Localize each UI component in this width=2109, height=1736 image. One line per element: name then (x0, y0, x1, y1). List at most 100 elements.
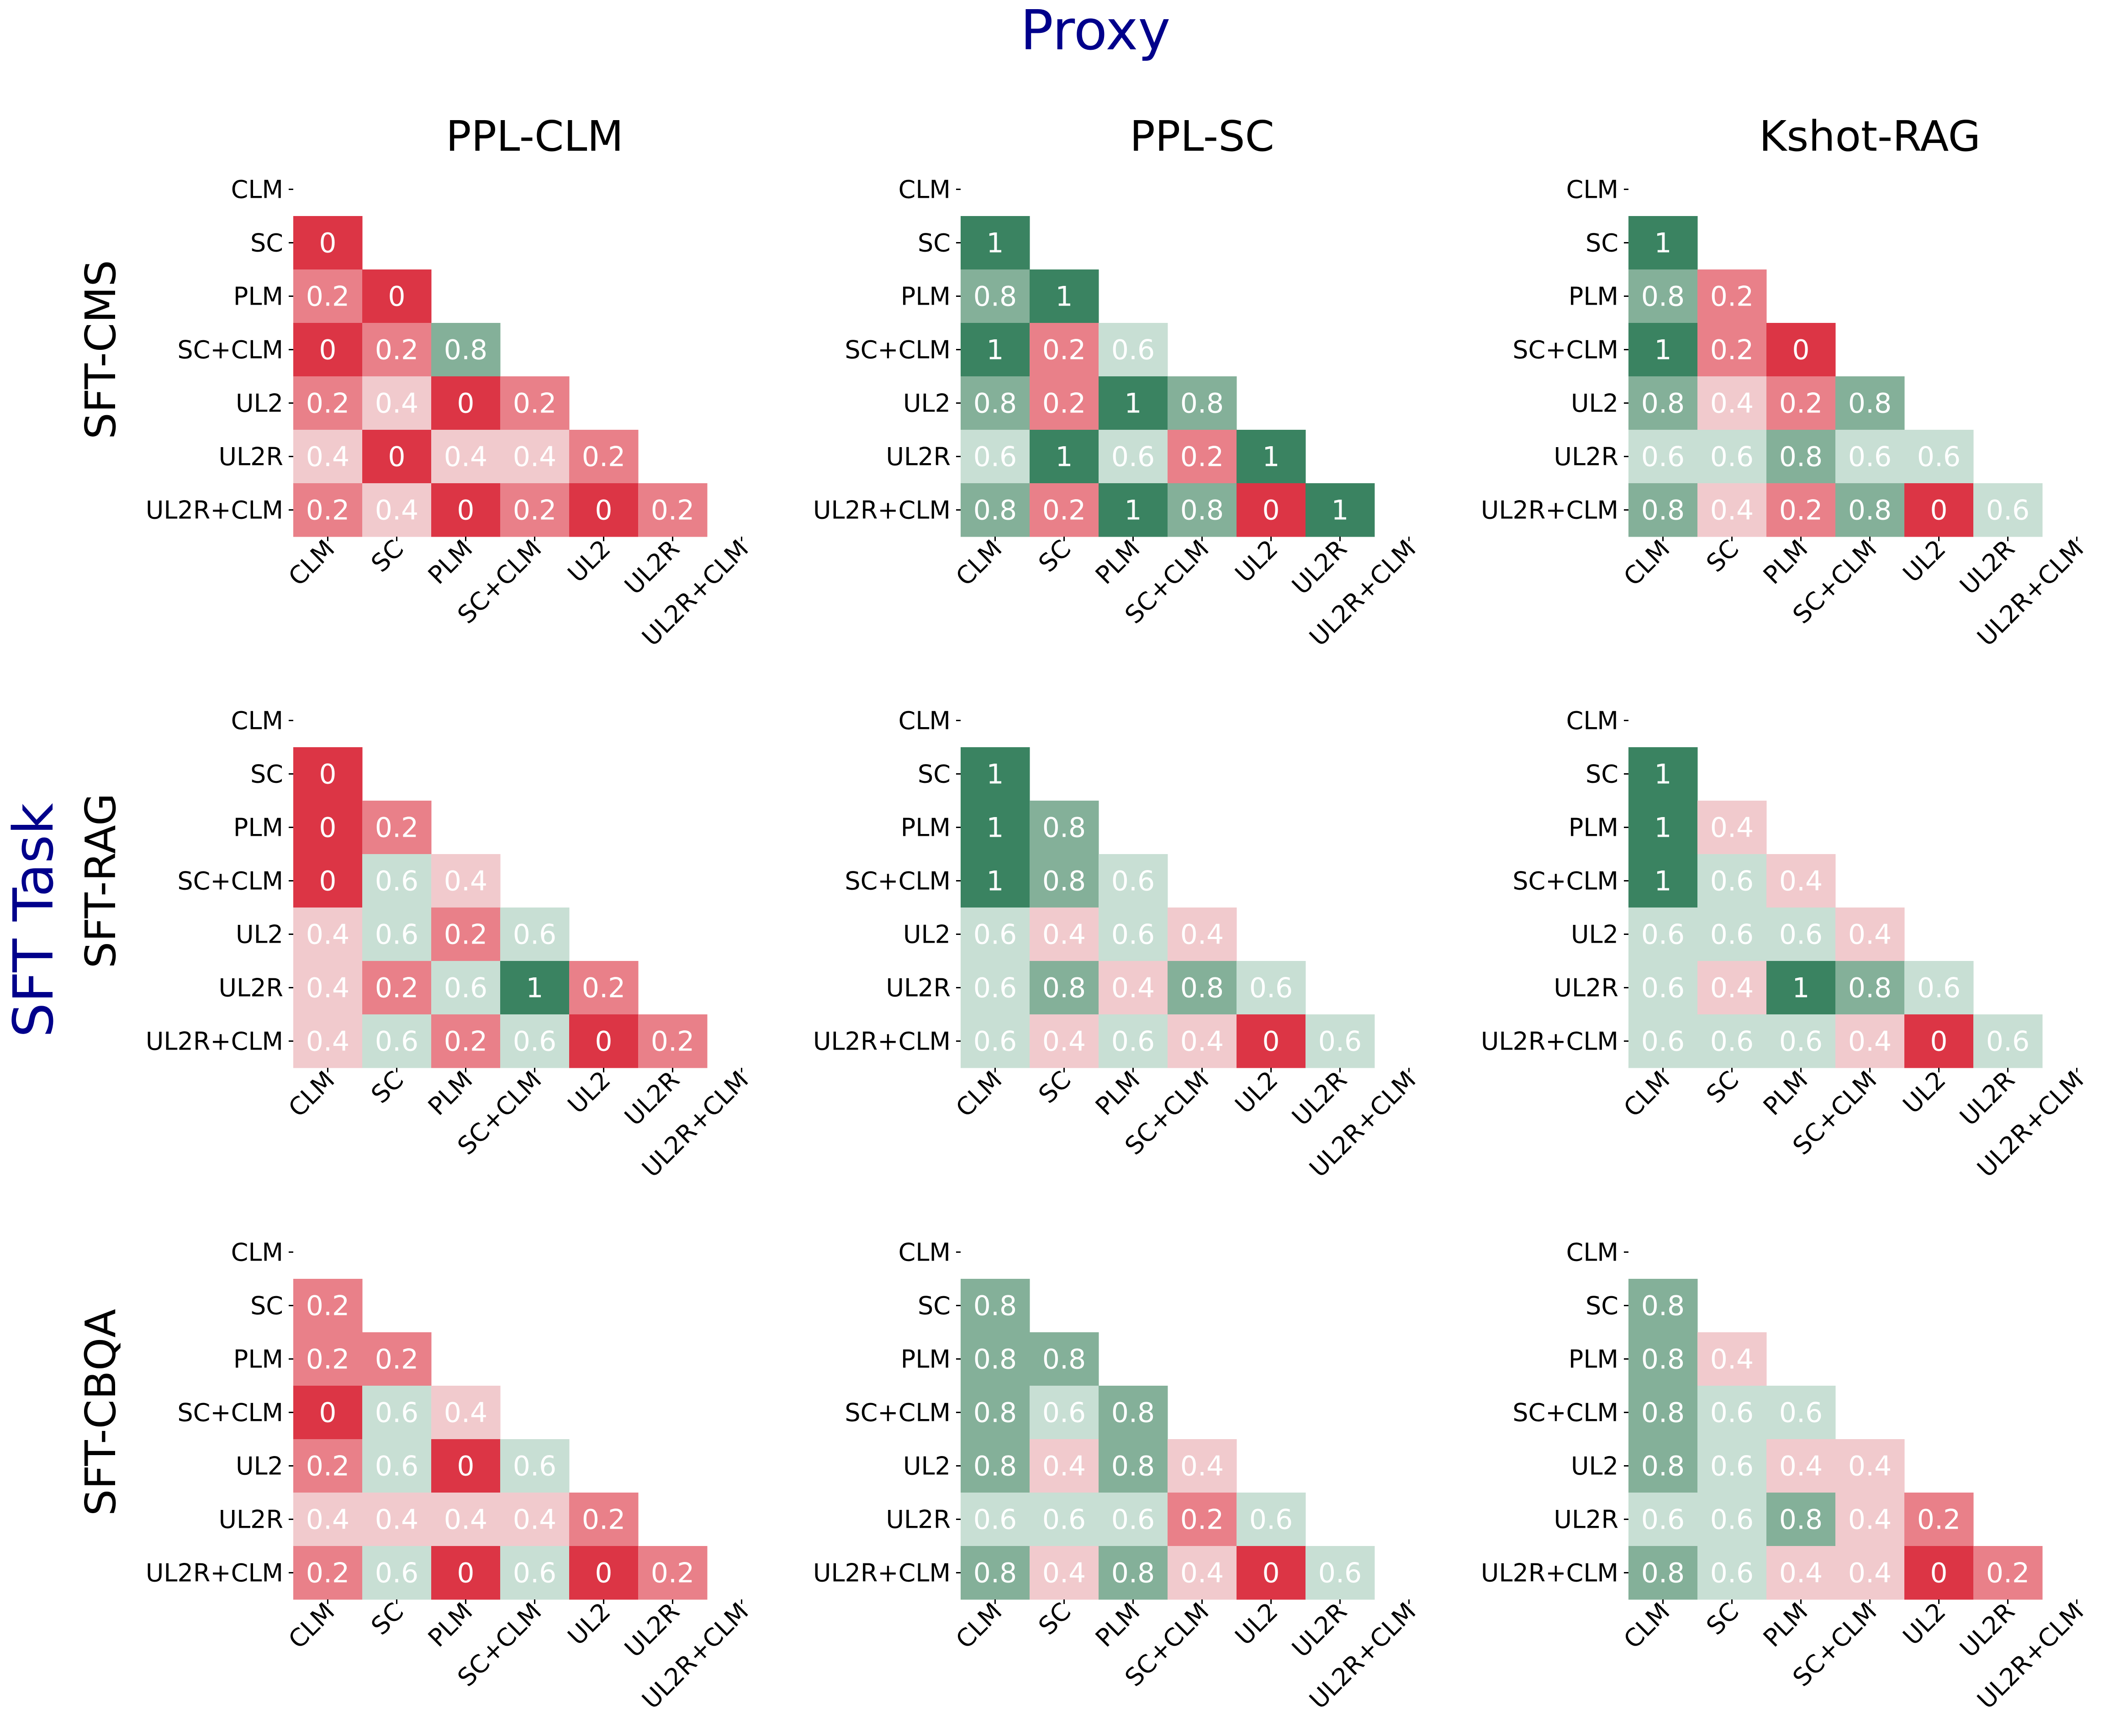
cell-value-label: 0.4 (1710, 388, 1754, 420)
x-tick-label: PLM (423, 534, 478, 590)
y-tick-label: SC (918, 760, 951, 789)
heatmap-cell (362, 1386, 432, 1440)
heatmap-cell (1697, 1546, 1767, 1600)
cell-value-label: 0.2 (1180, 1504, 1224, 1536)
heatmap-cell (1099, 1439, 1168, 1493)
cell-value-label: 0.2 (444, 919, 487, 951)
heatmap-cell (961, 376, 1030, 430)
cell-value-label: 0.2 (375, 334, 418, 366)
cell-value-label: 0.2 (306, 1344, 349, 1376)
cell-value-label: 0.4 (444, 441, 487, 473)
heatmap-cell (1628, 216, 1698, 270)
cell-value-label: 1 (1792, 972, 1809, 1004)
heatmap-cell (1030, 1493, 1099, 1546)
y-tick-label: UL2R (1554, 443, 1619, 471)
cell-value-label: 0.6 (1848, 441, 1892, 473)
y-tick-label: UL2R+CLM (813, 1559, 951, 1588)
heatmap-cell (1306, 1014, 1375, 1068)
x-tick-label: CLM (1618, 1597, 1675, 1654)
cell-value-label: 0.4 (444, 1397, 487, 1429)
heatmap-cell (1306, 483, 1375, 537)
y-tick-label: UL2R (1554, 1505, 1619, 1534)
y-tick-label: SC+CLM (845, 1398, 951, 1427)
cell-value-label: 0.8 (1848, 495, 1892, 527)
heatmap-cell (1628, 430, 1698, 484)
heatmap-cell (293, 961, 363, 1015)
y-tick-label: CLM (231, 1238, 283, 1267)
x-tick-label: PLM (1090, 1066, 1146, 1121)
heatmap-cell (1835, 483, 1905, 537)
cell-value-label: 0.4 (1848, 1026, 1892, 1058)
heatmap-panel: 1 1 0.4 1 0.6 0.4 0.6 0.6 0.6 0.4 0.6 0.4 1 0.8 0.6 0.6… (1481, 707, 2089, 1183)
y-tick-label: CLM (899, 175, 951, 204)
cell-value-label: 0.4 (306, 919, 349, 951)
cell-value-label: 0.6 (1249, 1504, 1293, 1536)
heatmap-cell (1237, 483, 1306, 537)
cell-value-label: 1 (1262, 441, 1279, 473)
cell-value-label: 0.2 (1042, 495, 1086, 527)
cell-value-label: 1 (986, 865, 1004, 897)
x-tick-label: CLM (283, 534, 340, 591)
y-tick-label: UL2 (903, 920, 951, 949)
heatmap-cell (431, 376, 501, 430)
cell-value-label: 0.2 (375, 812, 418, 844)
heatmap-cell (961, 1546, 1030, 1600)
x-tick-label: UL2R (1286, 534, 1353, 601)
heatmap-cell (1237, 430, 1306, 484)
x-tick-label: SC (1033, 534, 1076, 578)
heatmap-cell (1099, 323, 1168, 377)
x-tick-label: UL2 (1898, 1597, 1951, 1651)
cell-value-label: 0.6 (1111, 1026, 1155, 1058)
heatmap-cell (1628, 1279, 1698, 1333)
heatmap-cell (1628, 908, 1698, 961)
cell-value-label: 0.6 (513, 919, 556, 951)
heatmap-cell (1030, 1014, 1099, 1068)
y-tick-label: SC (918, 1292, 951, 1320)
cell-value-label: 0.6 (1042, 1397, 1086, 1429)
cell-value-label: 0.6 (375, 1026, 418, 1058)
y-tick-label: UL2R+CLM (146, 496, 283, 525)
cell-value-label: 0.6 (1917, 441, 1961, 473)
cell-value-label: 1 (1055, 281, 1073, 313)
heatmap-cell (638, 1014, 708, 1068)
cell-value-label: 0 (1930, 495, 1947, 527)
x-tick-label: SC (1033, 1066, 1076, 1109)
figure-title: Proxy (1020, 0, 1171, 63)
heatmap-cell (1973, 483, 2043, 537)
heatmap-cell (1168, 1493, 1237, 1546)
heatmap-cell (1237, 1493, 1306, 1546)
cell-value-label: 0.6 (375, 1397, 418, 1429)
y-tick-label: SC+CLM (845, 867, 951, 896)
y-tick-label: UL2R+CLM (146, 1559, 283, 1588)
heatmap-cell (1628, 1386, 1698, 1440)
heatmap-cell (1766, 483, 1836, 537)
cell-value-label: 0.8 (1111, 1557, 1155, 1589)
heatmap-panel: 0.2 0.2 0.2 0 0.6 0.4 0.2 0.6 0 0.6 0.4 0.4 0.4 0.4 0.… (146, 1238, 754, 1715)
heatmap-cell (1237, 961, 1306, 1015)
cell-value-label: 0.8 (1641, 1397, 1685, 1429)
cell-value-label: 0.4 (444, 1504, 487, 1536)
cell-value-label: 0.4 (306, 972, 349, 1004)
heatmap-cell (1628, 1439, 1698, 1493)
y-tick-label: SC+CLM (1512, 1398, 1618, 1427)
heatmap-cell (1835, 1439, 1905, 1493)
cell-value-label: 0.8 (1180, 388, 1224, 420)
heatmap-cell (293, 430, 363, 484)
heatmap-cell (1766, 1014, 1836, 1068)
cell-value-label: 0.6 (1318, 1026, 1362, 1058)
heatmap-cell (293, 801, 363, 855)
cell-value-label: 0.6 (1779, 1026, 1823, 1058)
cell-value-label: 0.2 (651, 1557, 694, 1589)
y-tick-label: PLM (233, 1345, 283, 1374)
cell-value-label: 0.6 (1111, 865, 1155, 897)
heatmap-cell (638, 1546, 708, 1600)
heatmap-cell (500, 430, 570, 484)
y-tick-label: UL2 (1571, 389, 1618, 418)
heatmap-cell (362, 483, 432, 537)
cell-value-label: 0 (319, 812, 336, 844)
cell-value-label: 0.4 (1042, 919, 1086, 951)
heatmap-cell (1835, 376, 1905, 430)
cell-value-label: 0.6 (1710, 1557, 1754, 1589)
heatmap-cell (500, 1014, 570, 1068)
